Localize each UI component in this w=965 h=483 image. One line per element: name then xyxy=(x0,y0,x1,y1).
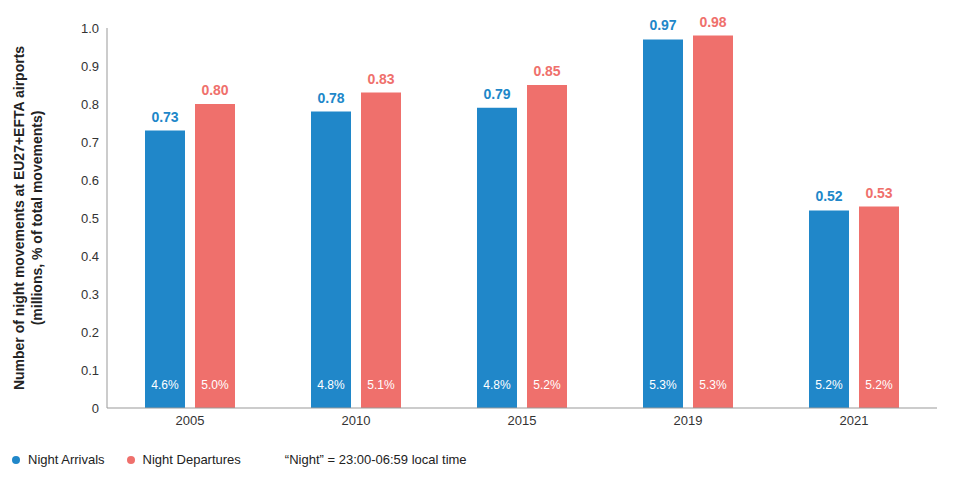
svg-text:0.6: 0.6 xyxy=(81,173,99,188)
svg-text:0.52: 0.52 xyxy=(815,188,842,204)
svg-text:4.8%: 4.8% xyxy=(317,378,345,392)
svg-text:5.2%: 5.2% xyxy=(533,378,561,392)
svg-text:0.7: 0.7 xyxy=(81,135,99,150)
svg-text:2015: 2015 xyxy=(508,413,537,428)
svg-text:0.1: 0.1 xyxy=(81,363,99,378)
svg-text:0.79: 0.79 xyxy=(483,86,510,102)
svg-text:(millions, % of total movement: (millions, % of total movements) xyxy=(29,111,45,326)
svg-text:4.8%: 4.8% xyxy=(483,378,511,392)
html-text:Night Arrivals: Night Arrivals xyxy=(28,452,105,467)
svg-text:5.2%: 5.2% xyxy=(815,378,843,392)
svg-text:5.0%: 5.0% xyxy=(201,378,229,392)
svg-text:5.3%: 5.3% xyxy=(649,378,677,392)
svg-text:5.3%: 5.3% xyxy=(699,378,727,392)
svg-text:0.4: 0.4 xyxy=(81,249,99,264)
svg-text:4.6%: 4.6% xyxy=(151,378,179,392)
svg-text:0.83: 0.83 xyxy=(367,71,394,87)
svg-text:1.0: 1.0 xyxy=(81,21,99,36)
svg-text:0.5: 0.5 xyxy=(81,211,99,226)
svg-text:0.3: 0.3 xyxy=(81,287,99,302)
svg-text:0.98: 0.98 xyxy=(699,14,726,30)
svg-text:2021: 2021 xyxy=(840,413,869,428)
svg-text:2005: 2005 xyxy=(176,413,205,428)
svg-text:2019: 2019 xyxy=(674,413,703,428)
svg-text:0.73: 0.73 xyxy=(151,109,178,125)
svg-text:0.8: 0.8 xyxy=(81,97,99,112)
html-text:“Night” = 23:00-06:59 local ti: “Night” = 23:00-06:59 local time xyxy=(284,452,467,467)
svg-text:0: 0 xyxy=(92,401,99,416)
svg-text:Number of night movements at E: Number of night movements at EU27+EFTA a… xyxy=(11,46,27,390)
svg-text:5.2%: 5.2% xyxy=(865,378,893,392)
svg-text:0.53: 0.53 xyxy=(865,185,892,201)
svg-text:0.80: 0.80 xyxy=(201,82,228,98)
svg-text:0.9: 0.9 xyxy=(81,59,99,74)
svg-text:0.85: 0.85 xyxy=(533,63,560,79)
svg-text:2010: 2010 xyxy=(342,413,371,428)
svg-text:0.97: 0.97 xyxy=(649,17,676,33)
svg-text:0.2: 0.2 xyxy=(81,325,99,340)
svg-text:5.1%: 5.1% xyxy=(367,378,395,392)
html-text:Night Departures: Night Departures xyxy=(142,452,241,467)
svg-text:0.78: 0.78 xyxy=(317,90,344,106)
